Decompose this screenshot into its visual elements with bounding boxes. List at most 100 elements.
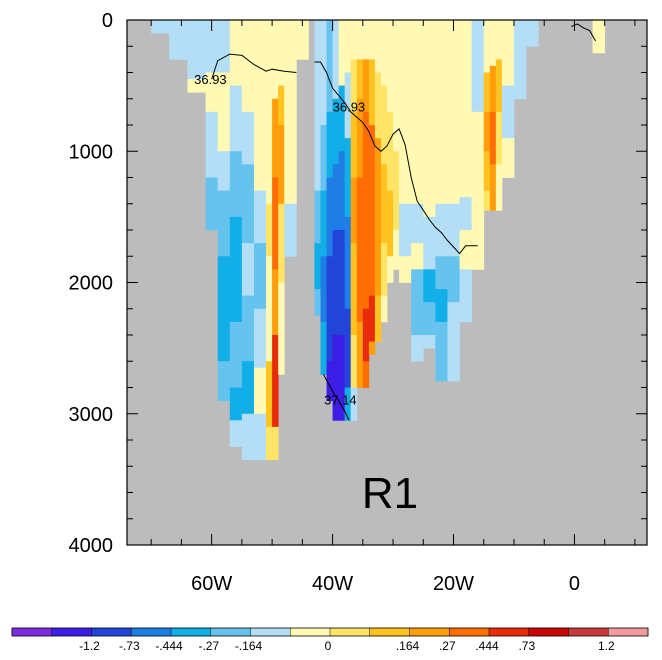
heatmap-cell [278, 203, 285, 283]
heatmap-cell [374, 138, 382, 218]
heatmap-cell [320, 256, 327, 323]
heatmap-cell [229, 420, 243, 447]
heatmap-cell [423, 269, 436, 303]
colorbar-label: .27 [439, 639, 456, 653]
heatmap-cell [205, 72, 219, 113]
heatmap-cell [447, 302, 460, 382]
heatmap-cell [435, 20, 448, 205]
contour-label: 36.93 [194, 72, 227, 87]
colorbar-swatch [528, 628, 569, 636]
heatmap-cell [326, 361, 333, 402]
heatmap-cell [435, 203, 448, 257]
heatmap-cell [459, 269, 473, 323]
colorbar-label: -.444 [155, 639, 183, 653]
heatmap-cell [513, 20, 527, 100]
heatmap-cell [314, 190, 321, 244]
colorbar-swatch [290, 628, 331, 636]
x-tick-label: 60W [191, 573, 232, 595]
y-tick-label: 1000 [69, 141, 114, 163]
heatmap-cell [272, 335, 279, 428]
heatmap-cell [393, 230, 400, 270]
heatmap-cell [380, 295, 388, 323]
heatmap-cell [278, 282, 285, 375]
heatmap-cell [326, 111, 333, 178]
heatmap-cell [338, 151, 346, 231]
heatmap-cell [344, 387, 352, 421]
heatmap-cell [489, 20, 497, 67]
heatmap-cell [393, 151, 400, 231]
heatmap-cell [344, 138, 352, 218]
plot-area: 36.93 36.93 37.14 R1 [126, 19, 648, 546]
y-axis: 0 1000 2000 3000 4000 [69, 10, 647, 557]
heatmap-cell [272, 20, 279, 100]
heatmap-cell [314, 20, 321, 192]
y-tick-label: 2000 [69, 273, 114, 295]
x-axis: 60W 40W 20W 0 [150, 20, 636, 595]
heatmap-cell [501, 138, 515, 178]
heatmap-cell [229, 321, 243, 388]
heatmap-cell [278, 125, 285, 205]
heatmap-cell [338, 85, 346, 152]
contour-line [323, 374, 350, 421]
colorbar-label: -1.2 [79, 639, 100, 653]
contour-label: 36.93 [333, 100, 366, 115]
colorbar-swatch [12, 628, 53, 636]
heatmap-cell [169, 20, 188, 60]
heatmap-cell [272, 98, 279, 178]
heatmap-cell [229, 20, 243, 87]
colorbar-label: .164 [396, 639, 420, 653]
heatmap-cell [253, 243, 267, 310]
heatmap-cell [399, 256, 412, 283]
heatmap-cell [423, 20, 436, 218]
heatmap-cell [483, 20, 491, 73]
heatmap-cell [344, 20, 352, 73]
heatmap-cell [380, 85, 388, 165]
contour-lines [211, 23, 597, 421]
heatmap-cell [387, 256, 394, 283]
heatmap-cell [217, 72, 231, 152]
colorbar-swatch [608, 628, 649, 636]
heatmap-cell [592, 20, 606, 54]
colorbar-swatch [330, 628, 371, 636]
heatmap-cell [229, 387, 243, 421]
heatmap-cell [380, 164, 388, 244]
heatmap-cell [356, 59, 364, 100]
heatmap-cell [272, 269, 279, 336]
heatmap-cell [217, 361, 231, 402]
heatmap-cell [362, 361, 370, 388]
heatmap-cell [356, 20, 364, 60]
heatmap-cell [483, 111, 491, 152]
heatmap-cell [447, 256, 460, 303]
heatmap-cell [338, 20, 346, 87]
heatmap-cell [266, 20, 273, 205]
colorbar-swatch [250, 628, 291, 636]
heatmap-cell [332, 335, 340, 421]
heatmap-cell [217, 20, 231, 73]
heatmap-cell [266, 256, 273, 362]
heatmap-cell [296, 20, 309, 60]
heatmap-cell [332, 20, 340, 100]
colorbar-label: .444 [475, 639, 499, 653]
y-tick-label: 3000 [69, 404, 114, 426]
heatmap-cell [326, 177, 333, 257]
heatmap-cell [483, 151, 491, 192]
heatmap-cells [151, 20, 606, 461]
heatmap-cell [320, 20, 327, 126]
heatmap-cell [374, 216, 382, 297]
heatmap-cell [187, 79, 207, 93]
heatmap-cell [489, 164, 497, 211]
heatmap-cell [266, 426, 273, 461]
y-tick-label: 0 [102, 10, 113, 32]
colorbar-swatch [51, 628, 92, 636]
heatmap-cell [350, 20, 358, 60]
heatmap-cell [435, 256, 448, 290]
heatmap-cell [205, 177, 219, 231]
heatmap-cell [447, 20, 460, 113]
heatmap-cell [387, 190, 394, 257]
heatmap-cell [314, 289, 321, 316]
heatmap-cell [253, 308, 267, 369]
heatmap-cell [362, 20, 370, 60]
heatmap-cell [489, 65, 497, 113]
colorbar-swatch [568, 628, 609, 636]
heatmap-cell [362, 203, 370, 310]
